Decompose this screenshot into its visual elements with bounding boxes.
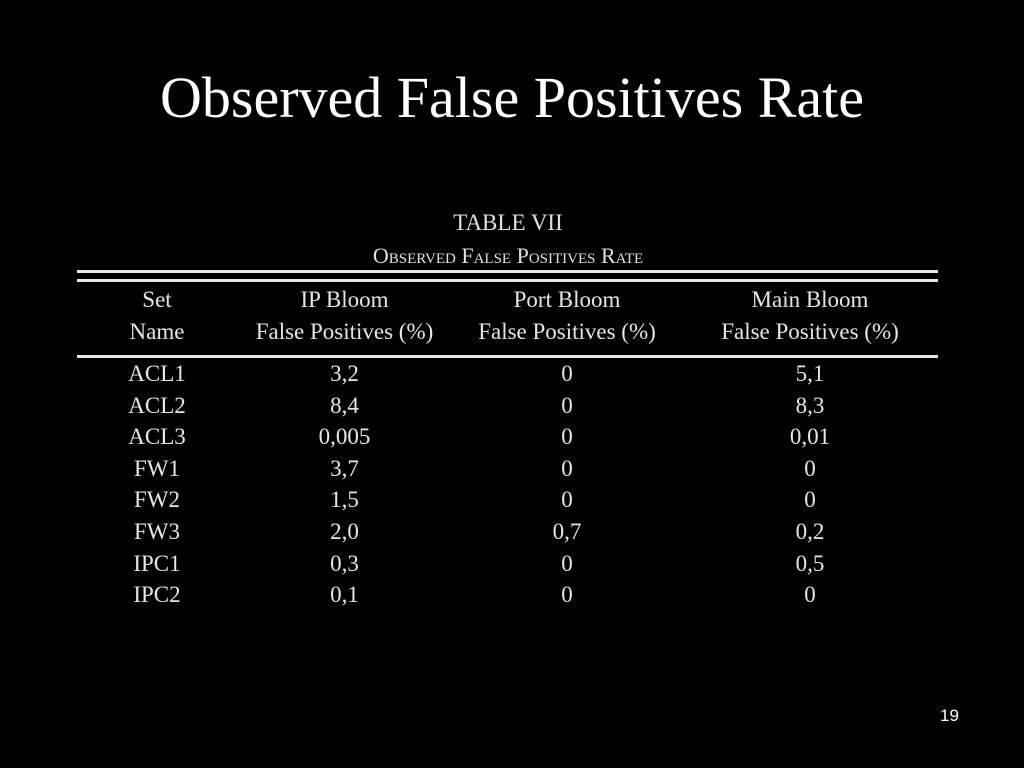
table-caption-number: TABLE VII: [453, 210, 563, 235]
cell-port-bloom: 0: [561, 582, 573, 608]
table-header-row: Name False Positives (%) False Positives…: [77, 316, 938, 348]
table-row: ACL2 8,4 0 8,3: [77, 390, 938, 422]
cell-set-name: FW2: [134, 487, 180, 513]
table-body: ACL1 3,2 0 5,1 ACL2 8,4 0 8,3 ACL3 0,005…: [77, 348, 938, 611]
cell-set-name: ACL2: [128, 392, 186, 418]
cell-set-name: ACL1: [128, 361, 186, 386]
cell-ip-bloom: 0,1: [330, 582, 359, 608]
table-top-rule: [77, 270, 938, 273]
cell-set-name: IPC2: [133, 582, 181, 608]
cell-main-bloom: 5,1: [795, 361, 825, 386]
cell-port-bloom: 0: [561, 550, 573, 576]
cell-main-bloom: 0: [804, 487, 816, 513]
false-positives-table: Set IP Bloom Port Bloom Main Bloom Name …: [77, 284, 938, 611]
table-row: ACL1 3,2 0 5,1: [77, 358, 938, 390]
cell-port-bloom: 0: [561, 361, 573, 386]
table-row: FW1 3,7 0 0: [77, 453, 938, 485]
table-header-row: Set IP Bloom Port Bloom Main Bloom: [77, 284, 938, 316]
table-row: FW2 1,5 0 0: [77, 484, 938, 516]
cell-ip-bloom: 3,7: [330, 455, 359, 481]
cell-port-bloom: 0: [561, 424, 573, 450]
header-main-bloom: Main Bloom: [751, 287, 869, 312]
header-set-name: Set: [142, 287, 172, 312]
header-port-bloom: Port Bloom: [513, 287, 621, 312]
cell-ip-bloom: 3,2: [330, 361, 359, 386]
cell-ip-bloom: 0,3: [330, 550, 359, 576]
cell-main-bloom: 0,2: [795, 518, 825, 544]
cell-port-bloom: 0,7: [552, 518, 582, 544]
header-main-bloom-line2: False Positives (%): [721, 319, 899, 344]
cell-port-bloom: 0: [561, 455, 573, 481]
cell-ip-bloom: 2,0: [330, 518, 359, 544]
table-row: IPC1 0,3 0 0,5: [77, 548, 938, 580]
table-header: Set IP Bloom Port Bloom Main Bloom Name …: [77, 284, 938, 348]
cell-main-bloom: 0: [804, 455, 816, 481]
table-top-rule-second: [77, 279, 938, 282]
header-ip-bloom-line2: False Positives (%): [255, 319, 434, 344]
cell-ip-bloom: 0,005: [318, 424, 371, 450]
cell-set-name: FW1: [134, 455, 180, 481]
cell-set-name: FW3: [134, 518, 180, 544]
cell-main-bloom: 8,3: [795, 392, 825, 418]
table-row: IPC2 0,1 0 0: [77, 579, 938, 611]
cell-port-bloom: 0: [561, 392, 573, 418]
cell-main-bloom: 0: [804, 582, 816, 608]
table-row: FW3 2,0 0,7 0,2: [77, 516, 938, 548]
cell-set-name: IPC1: [133, 550, 181, 576]
cell-set-name: ACL3: [128, 424, 186, 450]
table-row: ACL3 0,005 0 0,01: [77, 421, 938, 453]
header-ip-bloom: IP Bloom: [300, 287, 389, 312]
cell-ip-bloom: 8,4: [330, 392, 359, 418]
slide-title: Observed False Positives Rate: [160, 65, 864, 130]
table-spacer: [77, 348, 938, 358]
header-set-name-line2: Name: [129, 319, 185, 344]
cell-main-bloom: 0,5: [795, 550, 825, 576]
cell-ip-bloom: 1,5: [330, 487, 359, 513]
table-caption-title: Observed False Positives Rate: [372, 243, 644, 268]
cell-main-bloom: 0,01: [789, 424, 831, 450]
table-header-rule: [77, 355, 938, 358]
header-port-bloom-line2: False Positives (%): [478, 319, 656, 344]
cell-port-bloom: 0: [561, 487, 573, 513]
page-number: 19: [940, 706, 959, 725]
